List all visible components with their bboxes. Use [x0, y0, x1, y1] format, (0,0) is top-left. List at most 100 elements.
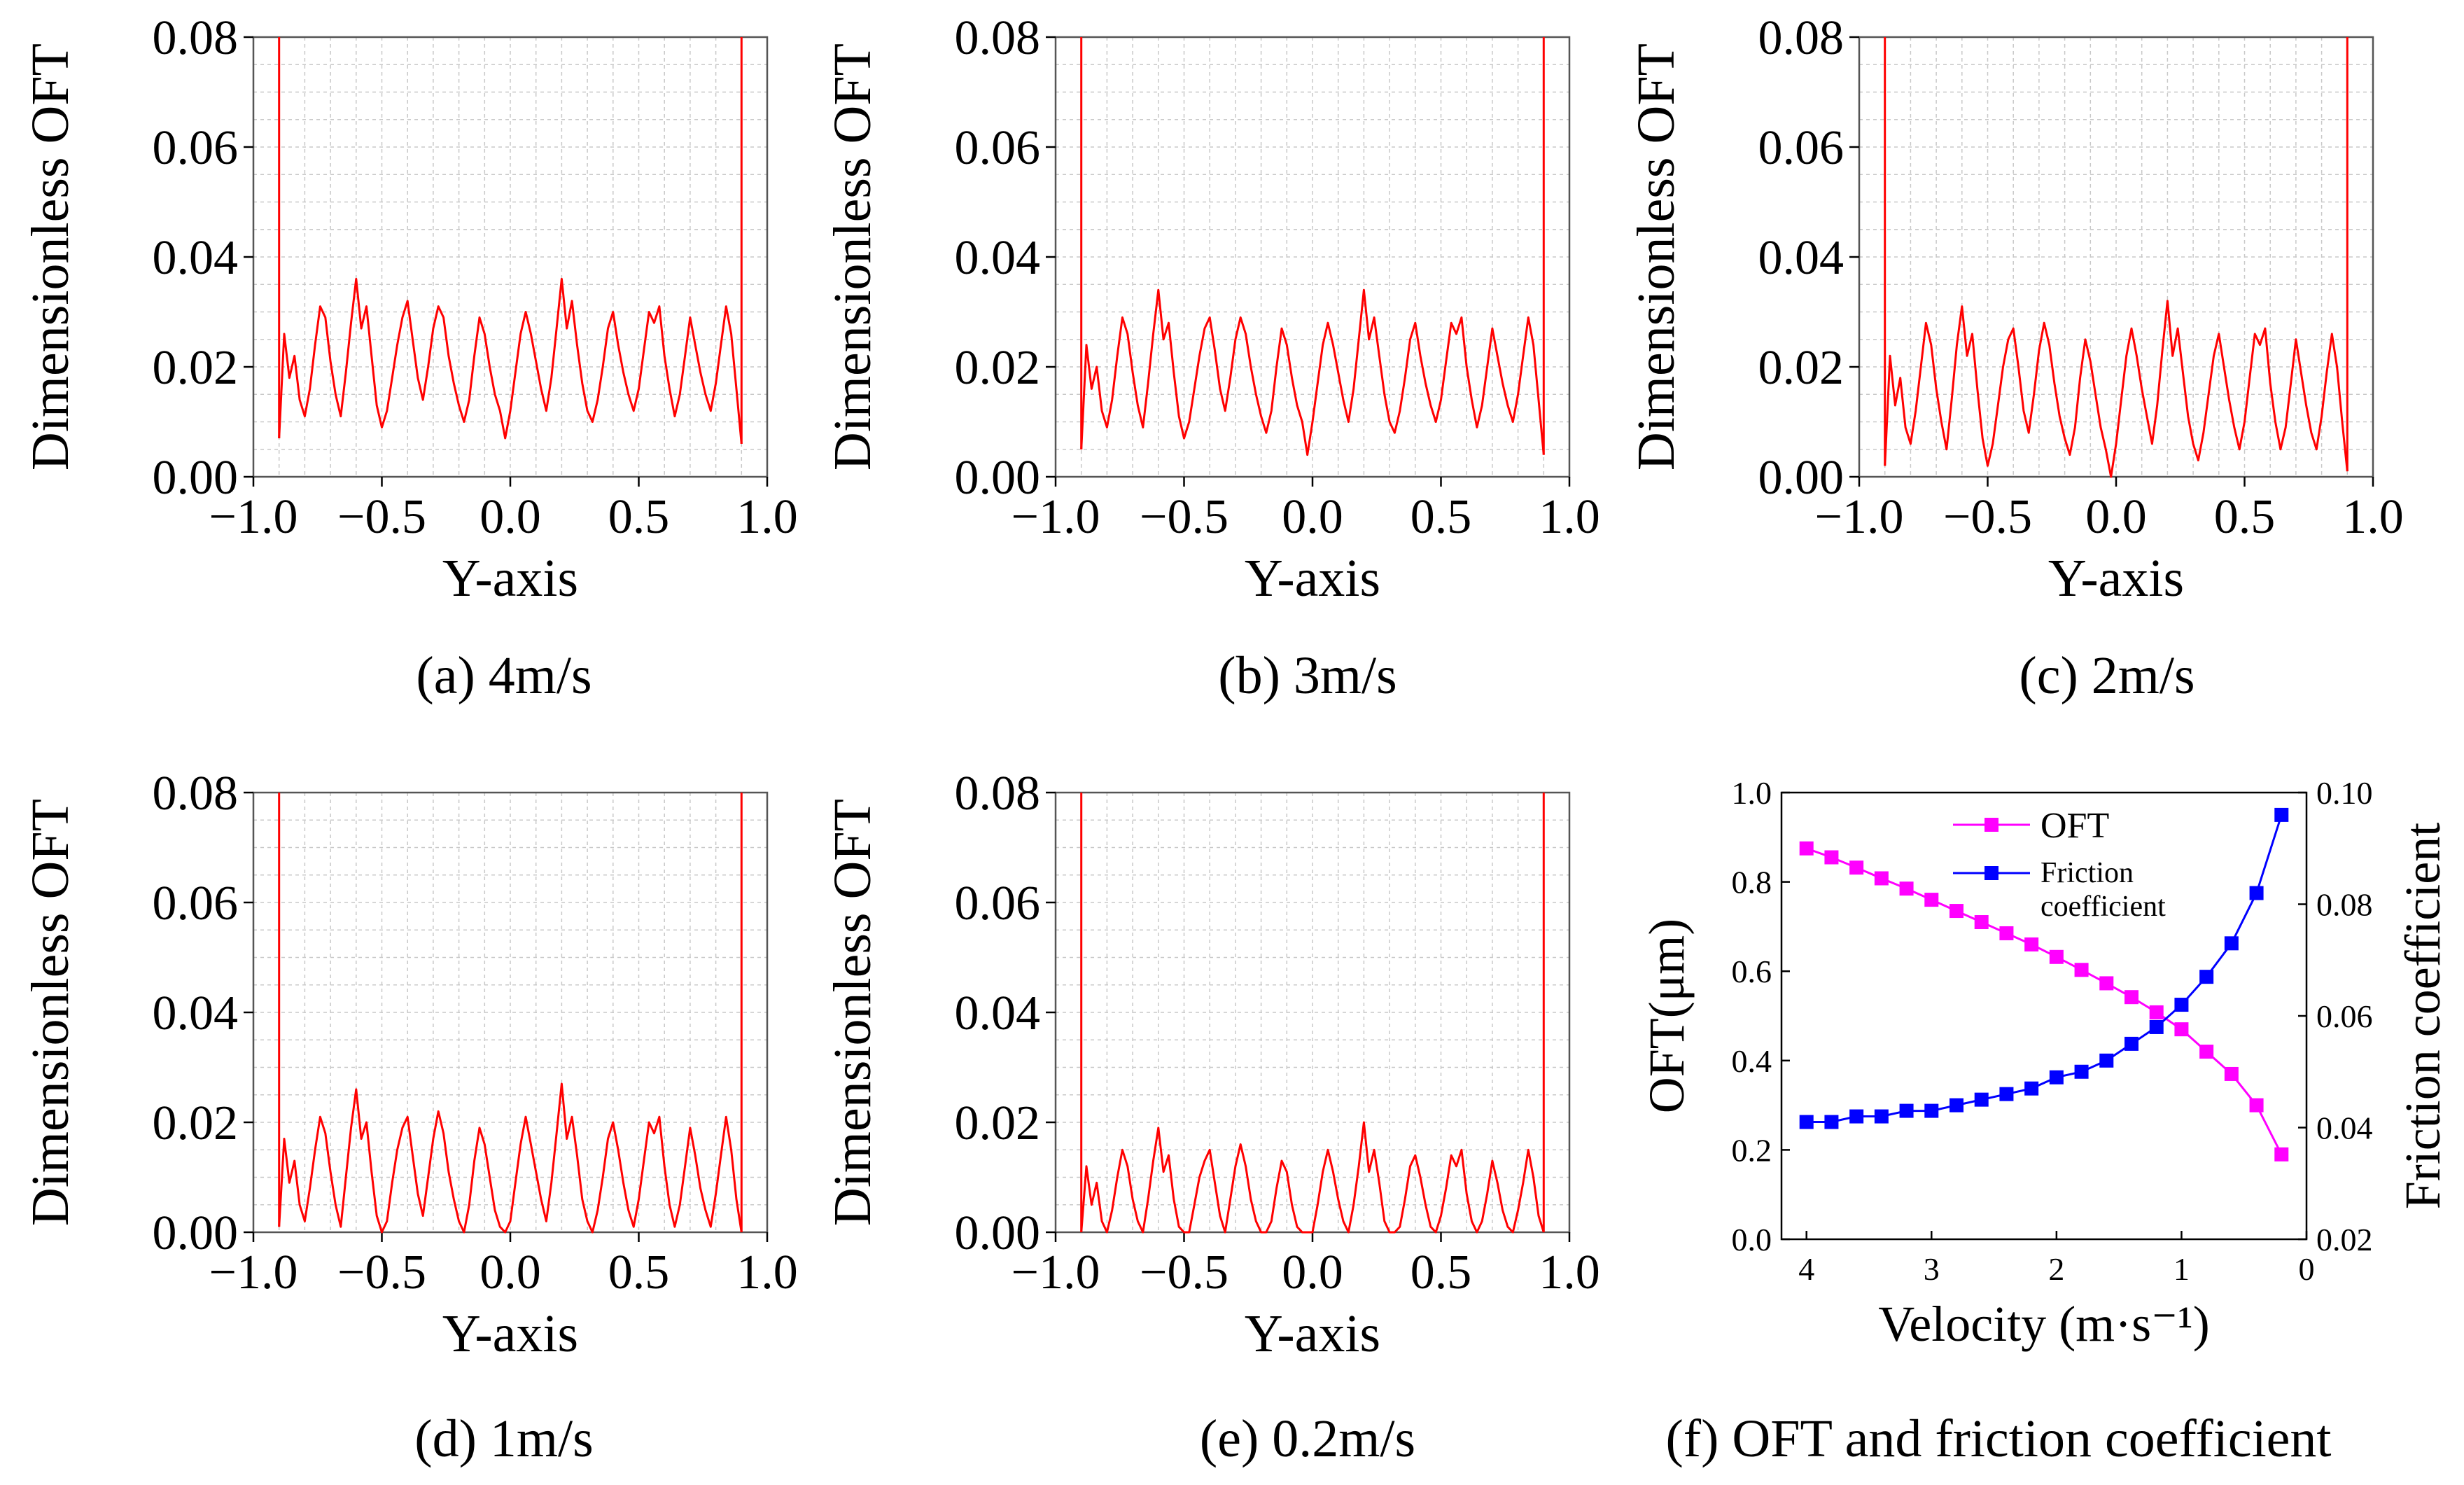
legend-label-friction-line1: Friction — [2040, 857, 2134, 889]
x-axis-label: Y-axis — [1245, 549, 1380, 608]
caption-a: (a) 4m/s — [416, 646, 592, 705]
y-tick-label: 0.08 — [153, 11, 239, 65]
y-axis-label: Dimensionless OFT — [823, 43, 882, 470]
y2-tick-label: 0.02 — [2316, 1222, 2373, 1257]
series-marker-friction — [2174, 998, 2189, 1012]
legend-marker-oft — [1984, 818, 1998, 832]
y-tick-label: 0.06 — [955, 121, 1041, 175]
series-marker-friction — [2249, 886, 2264, 900]
x-tick-label: 1 — [2174, 1251, 2190, 1287]
x-tick-label: 1.0 — [1539, 490, 1600, 544]
caption-d: (d) 1m/s — [414, 1409, 593, 1468]
x-tick-label: −1.0 — [209, 490, 298, 544]
series-marker-oft — [2074, 963, 2089, 977]
series-marker-friction — [1824, 1115, 1839, 1129]
y-tick-label: 0.04 — [955, 231, 1041, 285]
x-tick-label: 0.0 — [1282, 490, 1343, 544]
oft-line — [1884, 300, 2348, 478]
panel-a: 0.00 0.02 0.04 0.06 0.08 −1.0 −0.5 0.0 0.5 1.0 Y-a… — [21, 11, 798, 608]
y-tick-label: 0.00 — [955, 451, 1041, 505]
x-tick-label: 0.0 — [479, 1246, 541, 1299]
x-tick-label: 1.0 — [2342, 490, 2404, 544]
y-tick-label: 0.8 — [1732, 865, 1772, 900]
x-tick-label: −0.5 — [337, 1246, 426, 1299]
series-marker-friction — [2024, 1081, 2039, 1096]
series-marker-friction — [2049, 1070, 2064, 1085]
y-tick-label: 0.08 — [1758, 11, 1844, 65]
y2-tick-label: 0.08 — [2316, 887, 2373, 923]
series-marker-friction — [2199, 970, 2214, 984]
y2-tick-label: 0.10 — [2316, 775, 2373, 811]
x-axis-label: Y-axis — [442, 549, 578, 608]
series-marker-oft — [1799, 841, 1814, 856]
series-marker-oft — [2149, 1005, 2164, 1019]
y-axis-label: Dimensionless OFT — [1627, 43, 1686, 470]
y-tick-label: 0.06 — [153, 121, 239, 175]
series-marker-oft — [2274, 1147, 2289, 1162]
y-tick-label: 0.00 — [153, 451, 239, 505]
series-marker-friction — [1949, 1098, 1963, 1113]
y-axis-label: Dimensionless OFT — [823, 799, 882, 1226]
x-tick-label: 0.5 — [2214, 490, 2276, 544]
y-tick-label: 0.08 — [153, 767, 239, 821]
x-tick-label: −1.0 — [1815, 490, 1904, 544]
y-tick-label: 0.06 — [1758, 121, 1844, 175]
x-tick-label: 0.5 — [608, 1246, 670, 1299]
x-tick-label: 2 — [2048, 1251, 2064, 1287]
series-marker-oft — [1849, 860, 1864, 875]
x-tick-label: 0.5 — [1410, 1246, 1472, 1299]
x-tick-label: −1.0 — [1011, 490, 1100, 544]
x-tick-label: 3 — [1924, 1251, 1940, 1287]
x-tick-label: −1.0 — [209, 1246, 298, 1299]
x-tick-label: 0.5 — [608, 490, 670, 544]
series-marker-friction — [1924, 1103, 1939, 1118]
series-marker-friction — [1799, 1115, 1814, 1129]
panel-e: 0.00 0.02 0.04 0.06 0.08 −1.0 −0.5 0.0 0.5 1.0 Y-a… — [823, 767, 1600, 1363]
series-marker-oft — [2224, 1066, 2239, 1081]
caption-e: (e) 0.2m/s — [1200, 1409, 1415, 1468]
series-marker-friction — [2149, 1019, 2164, 1034]
series-marker-oft — [1999, 926, 2014, 940]
legend-label-friction: Friction coefficient — [2040, 857, 2166, 923]
panel-f: 0.0 0.2 0.4 0.6 0.8 1.0 0.02 0.04 0.06 0.08 0.10 4 3… — [1639, 775, 2451, 1352]
y-tick-label: 0.04 — [153, 231, 239, 285]
series-marker-oft — [1899, 881, 1914, 896]
series-marker-oft — [2199, 1045, 2214, 1059]
x-tick-label: 1.0 — [736, 1246, 798, 1299]
caption-c: (c) 2m/s — [2019, 646, 2194, 705]
series-marker-oft — [2124, 990, 2138, 1005]
oft-line — [1080, 288, 1545, 456]
oft-line — [278, 1082, 743, 1234]
x-tick-label: 0.0 — [2085, 490, 2147, 544]
series-marker-oft — [2174, 1022, 2189, 1037]
y2-tick-label: 0.04 — [2316, 1110, 2373, 1146]
x-tick-label: −0.5 — [1943, 490, 2032, 544]
caption-b: (b) 3m/s — [1218, 646, 1396, 705]
y-tick-label: 0.2 — [1732, 1132, 1772, 1168]
y-tick-label: 0.02 — [955, 1096, 1041, 1150]
x-axis-label: Y-axis — [1245, 1304, 1380, 1363]
series-marker-oft — [1974, 915, 1989, 930]
series-marker-oft — [1924, 893, 1939, 907]
y-axis-label: OFT(μm) — [1639, 919, 1695, 1114]
y-tick-label: 1.0 — [1732, 775, 1772, 811]
series-marker-friction — [1874, 1109, 1889, 1124]
x-axis-label: Velocity (m·s⁻¹) — [1878, 1296, 2209, 1352]
series-marker-oft — [2049, 949, 2064, 964]
x-tick-label: 4 — [1798, 1251, 1814, 1287]
series-marker-oft — [1949, 904, 1963, 919]
legend-label-friction-line2: coefficient — [2040, 891, 2166, 923]
series-marker-oft — [2249, 1098, 2264, 1113]
series-marker-oft — [1874, 871, 1889, 886]
panel-d: 0.00 0.02 0.04 0.06 0.08 −1.0 −0.5 0.0 0.5 1.0 Y-a… — [21, 767, 798, 1363]
y-tick-label: 0.02 — [153, 341, 239, 395]
x-tick-label: −0.5 — [1140, 490, 1228, 544]
oft-line — [278, 277, 743, 445]
x-tick-label: −0.5 — [1140, 1246, 1228, 1299]
legend-marker-friction — [1984, 866, 1998, 880]
y-tick-label: 0.6 — [1732, 954, 1772, 989]
series-marker-oft — [2024, 937, 2039, 951]
series-marker-oft — [1824, 850, 1839, 865]
oft-line — [1080, 1121, 1545, 1234]
